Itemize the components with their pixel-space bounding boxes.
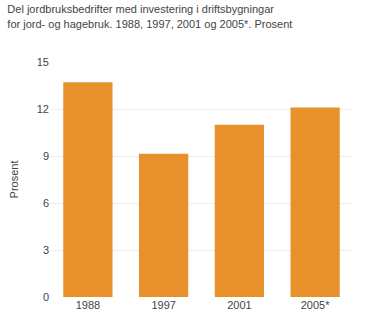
svg-text:Del jordbruksbedrifter med inv: Del jordbruksbedrifter med investering i… [7,3,292,29]
svg-text:15: 15 [37,56,49,68]
svg-text:2001: 2001 [227,299,251,311]
svg-text:1988: 1988 [76,299,100,311]
svg-text:0: 0 [43,291,49,303]
svg-text:2005*: 2005* [301,299,330,311]
svg-text:6: 6 [43,197,49,209]
svg-text:Prosent: Prosent [8,161,20,199]
svg-text:3: 3 [43,244,49,256]
svg-text:1997: 1997 [151,299,175,311]
svg-text:9: 9 [43,150,49,162]
svg-text:12: 12 [37,103,49,115]
